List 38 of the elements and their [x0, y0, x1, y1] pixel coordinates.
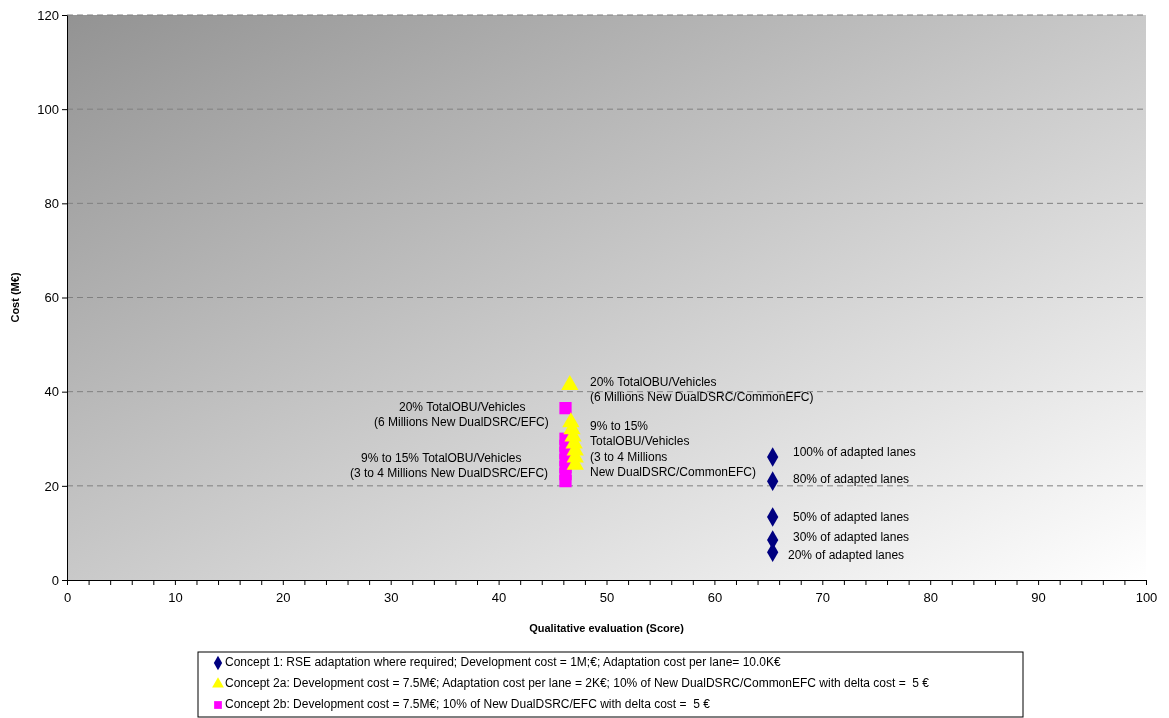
annotation: TotalOBU/Vehicles — [590, 434, 690, 449]
x-tick-label: 50 — [599, 590, 615, 606]
annotation: New DualDSRC/CommonEFC) — [590, 465, 757, 480]
annotation: 20% TotalOBU/Vehicles — [399, 400, 526, 415]
annotation: 9% to 15% — [590, 419, 649, 434]
y-tick-label: 60 — [44, 290, 59, 306]
x-tick-label: 0 — [63, 590, 72, 606]
x-tick-label: 30 — [383, 590, 399, 606]
x-tick-label: 10 — [168, 590, 183, 606]
y-axis-title: Cost (M€) — [9, 272, 21, 323]
legend-label: Concept 2a: Development cost = 7.5M€; Adaptation cost per lane = 2K€; 10% of New DualDSRC/CommonEFC with delta cost = 5 € — [225, 676, 930, 691]
y-tick-label: 20 — [44, 478, 59, 494]
y-tick-label: 40 — [44, 384, 59, 400]
annotation: (3 to 4 Millions New DualDSRC/EFC) — [350, 466, 549, 481]
legend-label: Concept 2b: Development cost = 7.5M€; 10% of New DualDSRC/EFC with delta cost = 5 € — [225, 697, 711, 712]
x-tick-label: 90 — [1031, 590, 1046, 606]
legend-label: Concept 1: RSE adaptation where required; Development cost = 1M;€; Adaptation cost per lane= 10.0K€ — [225, 655, 782, 670]
annotation: 9% to 15% TotalOBU/Vehicles — [361, 451, 522, 466]
annotation: 30% of adapted lanes — [793, 530, 910, 545]
y-tick-label: 0 — [51, 572, 59, 588]
x-tick-label: 80 — [923, 590, 938, 606]
y-tick-label: 100 — [37, 101, 59, 117]
annotation: 100% of adapted lanes — [793, 445, 916, 460]
annotation: (3 to 4 Millions — [590, 450, 668, 465]
annotation: 20% TotalOBU/Vehicles — [590, 375, 717, 390]
annotation: 20% of adapted lanes — [788, 548, 905, 563]
x-tick-label: 70 — [815, 590, 831, 606]
x-tick-label: 40 — [491, 590, 507, 606]
annotation: 80% of adapted lanes — [793, 472, 910, 487]
x-axis-title: Qualitative evaluation (Score) — [529, 622, 685, 634]
x-tick-label: 60 — [707, 590, 723, 606]
annotation: (6 Millions New DualDSRC/CommonEFC) — [590, 390, 814, 405]
x-tick-label: 20 — [276, 590, 291, 606]
x-tick-label: 100 — [1135, 590, 1158, 606]
annotation: (6 Millions New DualDSRC/EFC) — [374, 415, 549, 430]
annotation: 50% of adapted lanes — [793, 510, 910, 525]
y-tick-label: 80 — [44, 195, 59, 211]
y-tick-label: 120 — [37, 7, 59, 23]
